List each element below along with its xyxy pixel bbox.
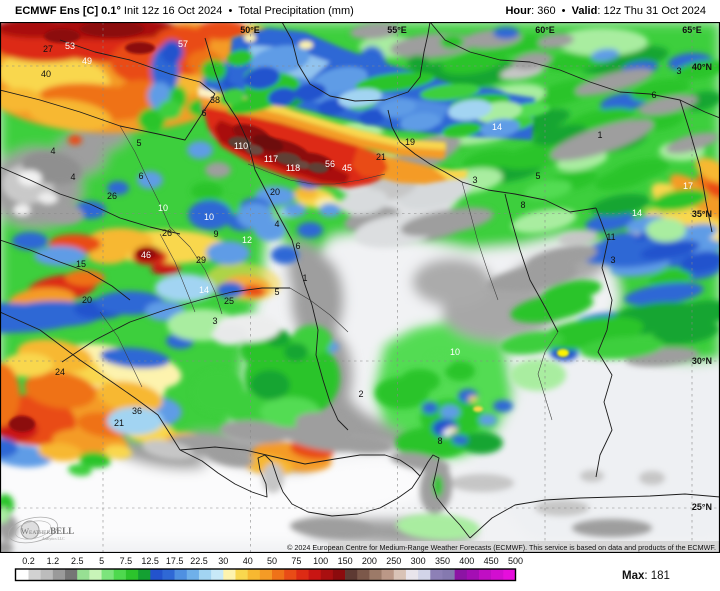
svg-text:65°E: 65°E (682, 25, 702, 35)
svg-text:25: 25 (224, 296, 234, 306)
svg-text:75: 75 (291, 556, 301, 566)
svg-text:20: 20 (82, 295, 92, 305)
svg-text:40: 40 (243, 556, 253, 566)
svg-text:4: 4 (50, 146, 55, 156)
svg-text:5: 5 (274, 287, 279, 297)
svg-text:29: 29 (196, 255, 206, 265)
svg-text:8: 8 (437, 436, 442, 446)
svg-text:36: 36 (132, 406, 142, 416)
svg-text:1: 1 (597, 130, 602, 140)
svg-text:22.5: 22.5 (190, 556, 208, 566)
svg-text:1: 1 (302, 273, 307, 283)
svg-text:118: 118 (286, 163, 300, 173)
svg-text:300: 300 (411, 556, 426, 566)
svg-text:2.5: 2.5 (71, 556, 84, 566)
svg-text:1.2: 1.2 (47, 556, 60, 566)
svg-text:6: 6 (651, 90, 656, 100)
svg-text:26: 26 (107, 191, 117, 201)
svg-text:12: 12 (242, 235, 252, 245)
svg-text:14: 14 (632, 208, 642, 218)
svg-text:5: 5 (136, 138, 141, 148)
svg-text:30°N: 30°N (692, 356, 712, 366)
svg-text:350: 350 (435, 556, 450, 566)
svg-text:150: 150 (338, 556, 353, 566)
svg-text:4: 4 (70, 172, 75, 182)
svg-text:Max: 181: Max: 181 (622, 570, 670, 582)
svg-text:15: 15 (76, 259, 86, 269)
svg-text:24: 24 (55, 367, 65, 377)
svg-text:3: 3 (212, 316, 217, 326)
svg-text:117: 117 (264, 154, 278, 164)
svg-text:100: 100 (313, 556, 328, 566)
svg-text:19: 19 (405, 137, 415, 147)
svg-text:11: 11 (606, 232, 615, 242)
svg-text:40°N: 40°N (692, 62, 712, 72)
svg-text:5: 5 (535, 171, 540, 181)
svg-text:30: 30 (218, 556, 228, 566)
svg-text:14: 14 (199, 285, 209, 295)
svg-text:2: 2 (358, 389, 363, 399)
svg-text:0.2: 0.2 (22, 556, 35, 566)
svg-text:6: 6 (138, 171, 143, 181)
svg-text:56: 56 (325, 159, 335, 169)
svg-text:250: 250 (386, 556, 401, 566)
svg-text:3: 3 (610, 255, 615, 265)
svg-text:25°N: 25°N (692, 502, 712, 512)
svg-text:53: 53 (65, 41, 75, 51)
svg-text:500: 500 (508, 556, 523, 566)
svg-text:WEATHERBELL: WEATHERBELL (21, 526, 74, 536)
svg-text:21: 21 (114, 418, 124, 428)
svg-text:4: 4 (274, 219, 279, 229)
svg-text:450: 450 (484, 556, 499, 566)
svg-text:14: 14 (492, 122, 502, 132)
svg-text:26: 26 (162, 228, 172, 238)
svg-text:5: 5 (99, 556, 104, 566)
svg-text:60°E: 60°E (535, 25, 555, 35)
svg-text:50°E: 50°E (240, 25, 260, 35)
svg-text:38: 38 (210, 95, 220, 105)
svg-text:6: 6 (295, 241, 300, 251)
svg-text:50: 50 (267, 556, 277, 566)
svg-text:3: 3 (472, 175, 477, 185)
svg-text:9: 9 (213, 229, 218, 239)
svg-text:12.5: 12.5 (141, 556, 159, 566)
svg-text:10: 10 (158, 203, 168, 213)
svg-text:© 2024 European Centre for Med: © 2024 European Centre for Medium-Range … (287, 543, 716, 552)
svg-text:45: 45 (342, 163, 352, 173)
svg-text:21: 21 (376, 152, 386, 162)
svg-text:7.5: 7.5 (120, 556, 133, 566)
svg-text:17: 17 (683, 181, 693, 191)
svg-text:400: 400 (459, 556, 474, 566)
svg-text:57: 57 (178, 39, 188, 49)
svg-text:10: 10 (450, 347, 460, 357)
svg-text:Analytics LLC: Analytics LLC (42, 537, 65, 541)
svg-text:49: 49 (82, 56, 92, 66)
svg-text:8: 8 (520, 200, 525, 210)
svg-text:3: 3 (676, 66, 681, 76)
svg-text:55°E: 55°E (387, 25, 407, 35)
svg-text:6: 6 (201, 108, 206, 118)
svg-text:46: 46 (141, 250, 151, 260)
svg-text:27: 27 (43, 44, 53, 54)
svg-text:35°N: 35°N (692, 209, 712, 219)
svg-text:200: 200 (362, 556, 377, 566)
svg-text:20: 20 (270, 187, 280, 197)
svg-text:10: 10 (204, 212, 214, 222)
svg-text:40: 40 (41, 69, 51, 79)
svg-text:110: 110 (234, 141, 248, 151)
svg-text:17.5: 17.5 (166, 556, 184, 566)
